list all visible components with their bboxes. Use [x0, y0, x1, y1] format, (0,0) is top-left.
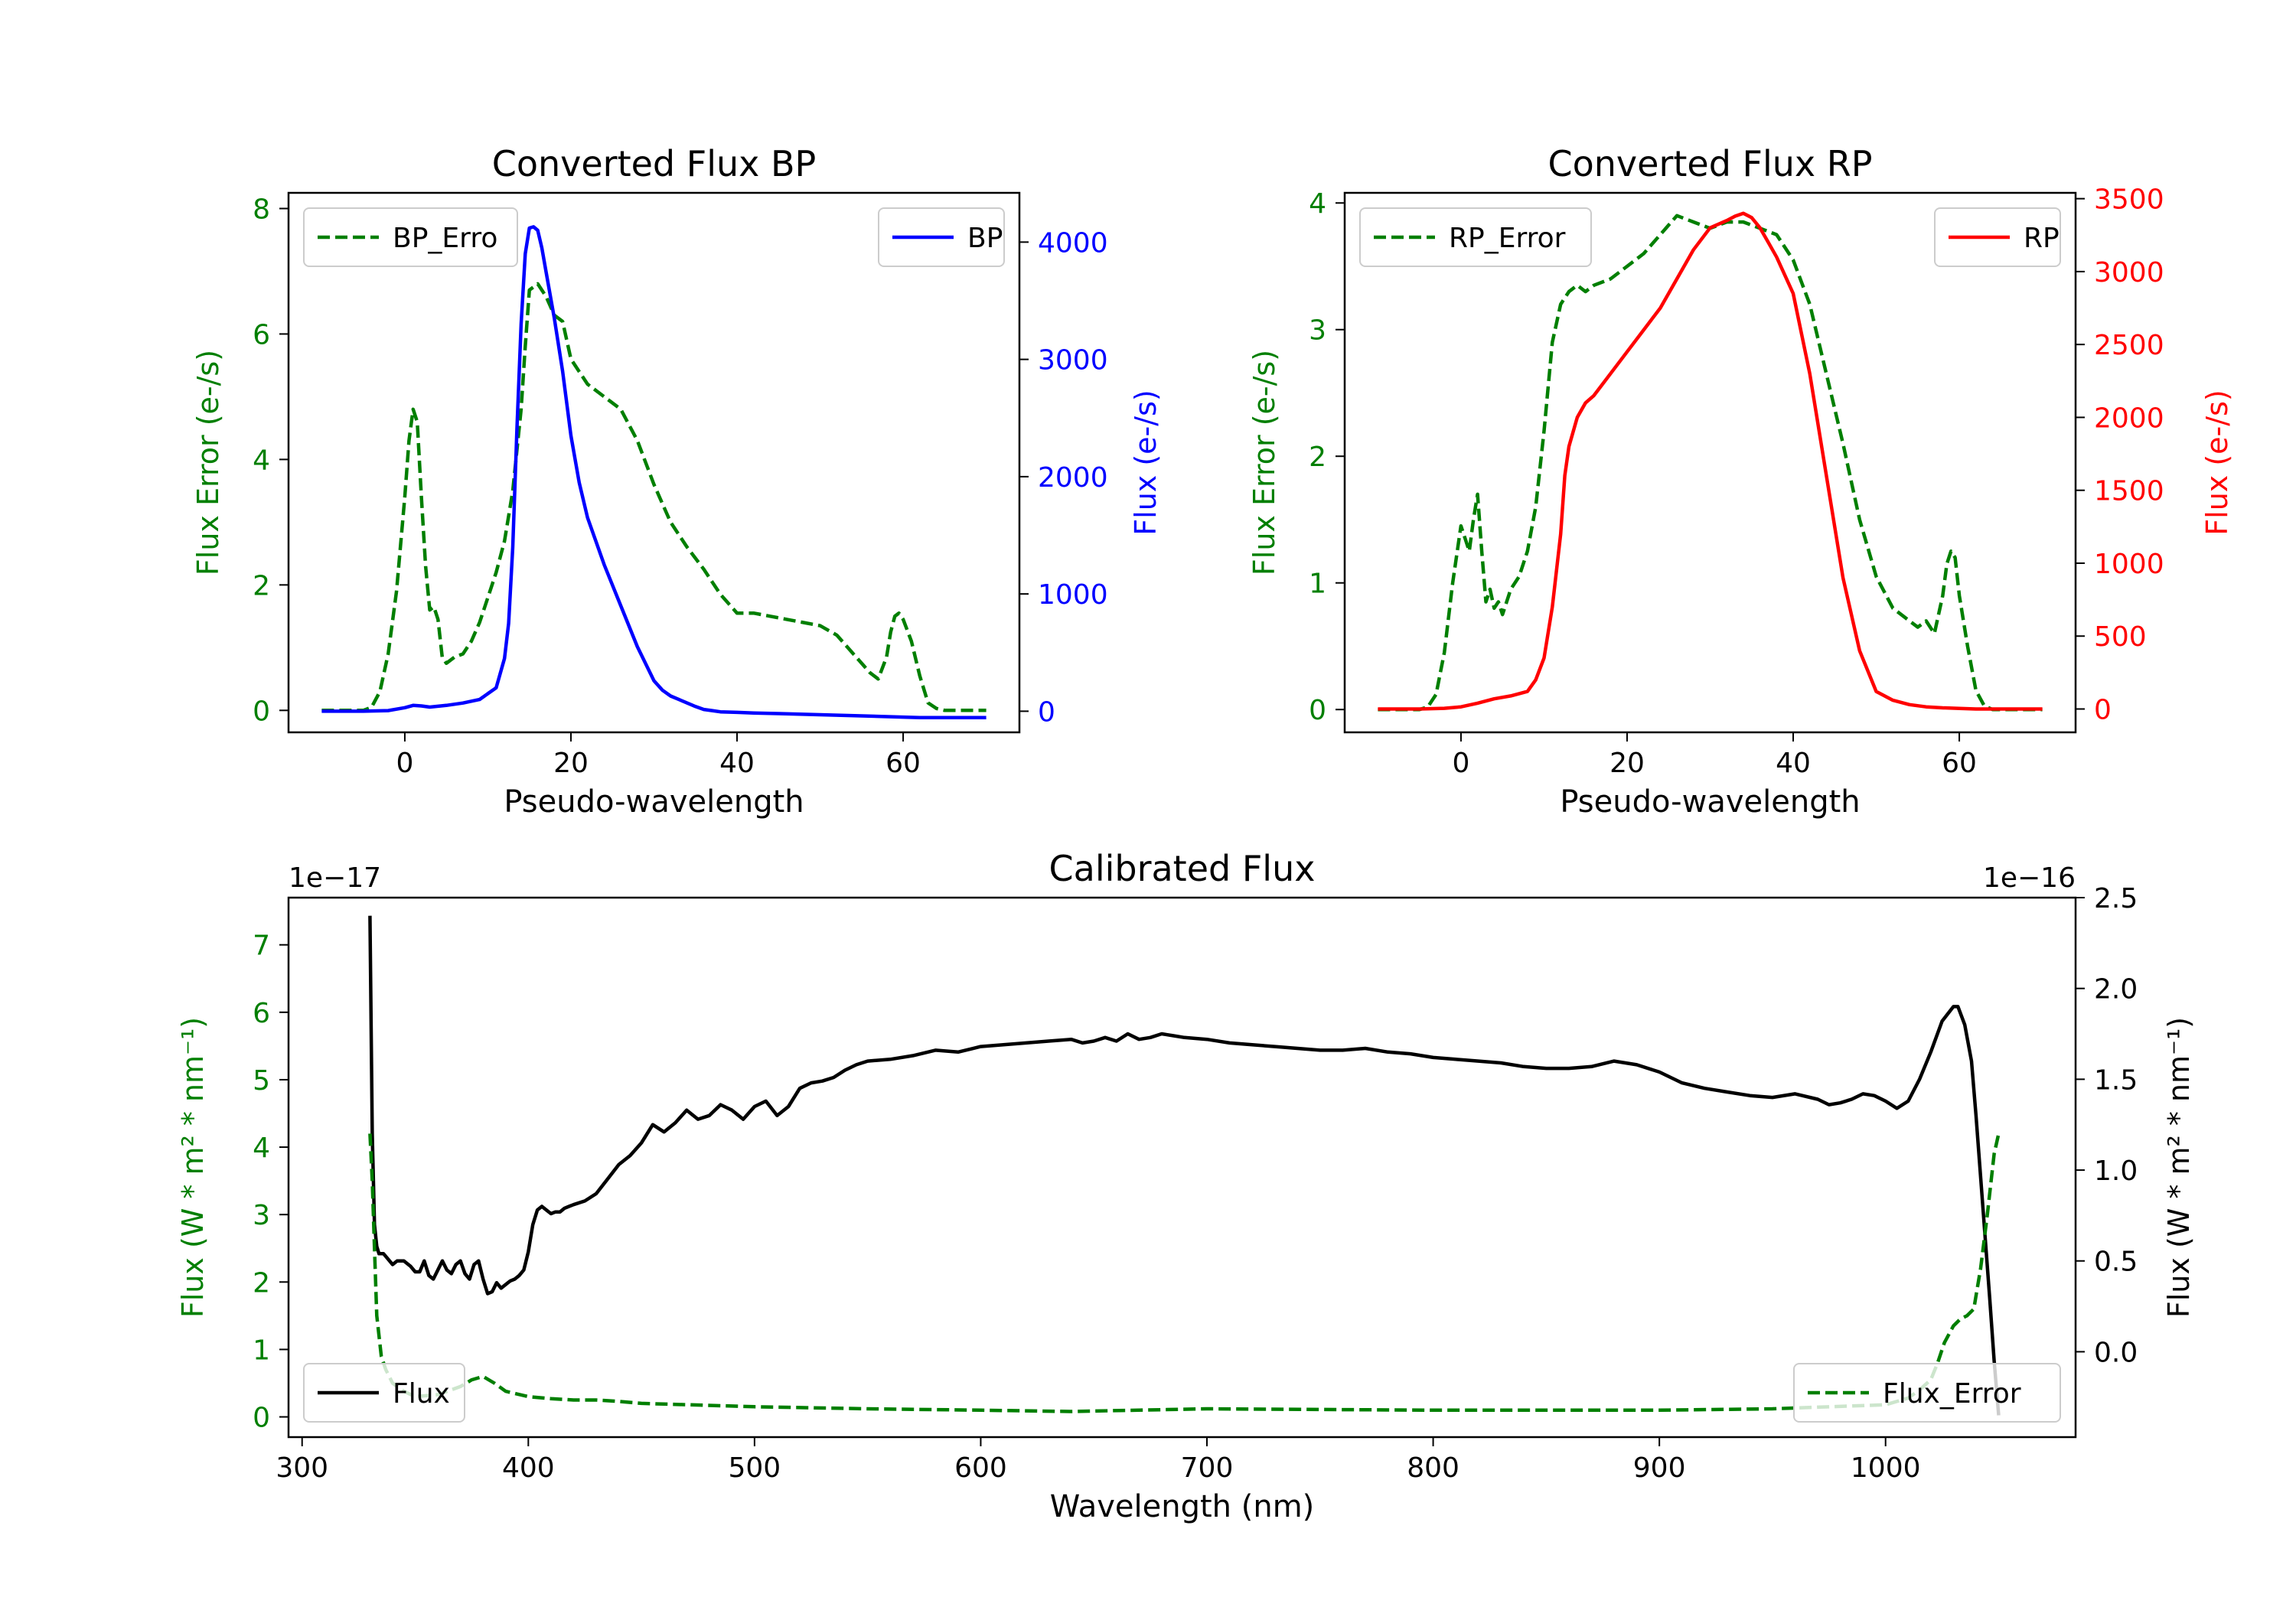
- y-right-tick-label: 2.0: [2094, 974, 2138, 1006]
- y-left-tick-label: 4: [253, 445, 270, 476]
- y-right-tick-label: 500: [2094, 621, 2147, 653]
- legend-label: Flux_Error: [1883, 1378, 2021, 1410]
- y-right-tick-label: 1000: [1038, 579, 1108, 611]
- y-right-tick-label: 2000: [2094, 403, 2164, 434]
- y-left-tick-label: 2: [253, 1267, 270, 1299]
- y-left-offset-text: 1e−17: [289, 862, 381, 894]
- x-tick-label: 20: [553, 748, 589, 779]
- plot-frame: [287, 191, 1021, 734]
- y-right-tick-label: 3000: [2094, 257, 2164, 288]
- x-axis-label: Pseudo-wavelength: [504, 784, 804, 820]
- y-left-tick-label: 5: [253, 1065, 270, 1097]
- x-tick-label: 0: [1452, 748, 1469, 779]
- y-left-tick-label: 1: [253, 1335, 270, 1366]
- y-left-tick-label: 0: [1309, 695, 1326, 726]
- y-right-axis-label: Flux (W * m² * nm⁻¹): [2162, 1017, 2196, 1318]
- y-right-tick-label: 0: [2094, 695, 2112, 726]
- legend-right_series: BP: [878, 207, 1005, 267]
- y-left-axis-label: Flux (W * m² * nm⁻¹): [176, 1017, 210, 1318]
- plot-frame: [1343, 191, 2077, 734]
- x-tick-label: 700: [1181, 1452, 1234, 1484]
- y-left-tick-label: 2: [1309, 442, 1326, 473]
- y-left-tick-label: 0: [253, 1403, 270, 1434]
- series-line-rp: [1378, 211, 2043, 711]
- legend-right_series: Flux: [303, 1363, 465, 1423]
- y-right-tick-label: 1.5: [2094, 1064, 2138, 1096]
- y-right-tick-label: 0: [1038, 696, 1055, 728]
- legend-right_series: RP: [1934, 207, 2061, 267]
- y-left-tick-label: 8: [253, 194, 270, 225]
- y-right-tick-label: 1.0: [2094, 1156, 2138, 1187]
- chart-rp: Converted Flux RP0 20 40 60Pseudo-wavelengt…: [1247, 143, 2234, 820]
- x-tick-label: 0: [396, 748, 413, 779]
- y-left-tick-label: 0: [253, 696, 270, 727]
- y-right-tick-label: 3500: [2094, 184, 2164, 216]
- y-left-axis-label: Flux Error (e-/s): [191, 350, 225, 575]
- series-line-flux-error: [368, 1133, 2001, 1413]
- series-line-flux: [368, 915, 2001, 1416]
- legend-box: [303, 207, 518, 267]
- x-tick-label: 60: [1942, 748, 1977, 779]
- legend-box: [1793, 1363, 2061, 1423]
- x-tick-label: 600: [954, 1452, 1007, 1484]
- y-right-tick-label: 2500: [2094, 330, 2164, 361]
- y-right-tick-label: 1500: [2094, 476, 2164, 507]
- y-right-tick-label: 0.0: [2094, 1337, 2138, 1368]
- y-left-tick-label: 4: [253, 1133, 270, 1164]
- series-line-rp-error: [1378, 214, 2043, 712]
- x-tick-label: 40: [1776, 748, 1811, 779]
- x-axis-label: Pseudo-wavelength: [1560, 784, 1860, 820]
- legend-left_series: Flux_Error: [1793, 1363, 2061, 1423]
- y-left-tick-label: 2: [253, 570, 270, 601]
- chart-title: Converted Flux RP: [1548, 143, 1873, 184]
- series-line-bp-error: [321, 282, 987, 712]
- x-tick-label: 300: [276, 1452, 328, 1484]
- legend-label: Flux: [393, 1378, 450, 1410]
- y-right-axis-label: Flux (e-/s): [1129, 390, 1163, 535]
- y-left-tick-label: 6: [253, 998, 270, 1029]
- series-line-bp: [321, 225, 987, 720]
- y-left-tick-label: 4: [1309, 188, 1326, 220]
- y-left-tick-label: 6: [253, 319, 270, 350]
- y-right-tick-label: 2000: [1038, 462, 1108, 494]
- legend-box: [1359, 207, 1592, 267]
- y-left-axis-label: Flux Error (e-/s): [1247, 350, 1281, 575]
- x-tick-label: 500: [729, 1452, 781, 1484]
- y-right-tick-label: 4000: [1038, 227, 1108, 259]
- y-right-tick-label: 3000: [1038, 345, 1108, 376]
- y-right-offset-text: 1e−16: [1983, 862, 2076, 894]
- x-tick-label: 40: [719, 748, 755, 779]
- y-right-tick-label: 2.5: [2094, 883, 2138, 914]
- plot-frame: [287, 896, 2077, 1439]
- legend-box: [303, 1363, 465, 1423]
- y-left-tick-label: 1: [1309, 569, 1326, 600]
- x-tick-label: 900: [1633, 1452, 1686, 1484]
- x-tick-label: 20: [1609, 748, 1645, 779]
- chart-title: Converted Flux BP: [492, 143, 817, 184]
- chart-bp: Converted Flux BP0 20 40 60Pseudo-wavelengt…: [191, 143, 1163, 820]
- x-axis-label: Wavelength (nm): [1050, 1489, 1315, 1524]
- legend-label: RP_Error: [1449, 223, 1566, 254]
- legend-label: BP: [967, 223, 1003, 254]
- x-tick-label: 800: [1407, 1452, 1459, 1484]
- y-right-tick-label: 0.5: [2094, 1247, 2138, 1278]
- chart-calibrated: Calibrated Flux 300 400 500 600 700 800 900 1000…: [176, 848, 2196, 1524]
- y-right-tick-label: 1000: [2094, 549, 2164, 580]
- legend-label: BP_Erro: [393, 223, 497, 254]
- x-tick-label: 60: [885, 748, 921, 779]
- y-left-tick-label: 7: [253, 931, 270, 962]
- legend-left_series: BP_Erro: [303, 207, 518, 267]
- y-left-tick-label: 3: [253, 1200, 270, 1231]
- x-tick-label: 400: [502, 1452, 555, 1484]
- legend-label: RP: [2024, 223, 2060, 254]
- chart-title: Calibrated Flux: [1049, 848, 1316, 889]
- x-tick-label: 1000: [1851, 1452, 1921, 1484]
- y-left-tick-label: 3: [1309, 315, 1326, 347]
- legend-left_series: RP_Error: [1359, 207, 1592, 267]
- y-right-axis-label: Flux (e-/s): [2200, 390, 2234, 535]
